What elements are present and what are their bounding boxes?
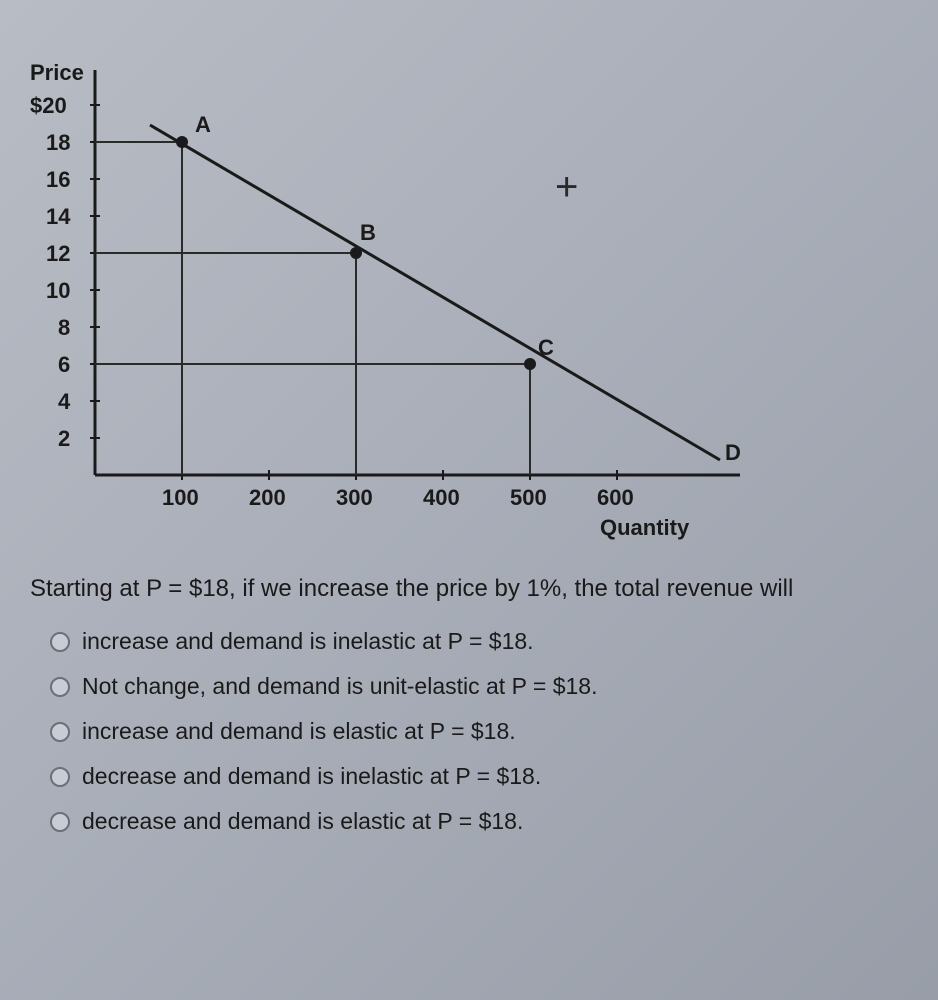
radio-icon[interactable] [50,632,70,652]
option-text: increase and demand is inelastic at P = … [82,628,534,655]
option-row[interactable]: increase and demand is elastic at P = $1… [50,718,898,745]
x-tick: 200 [249,485,286,511]
option-row[interactable]: increase and demand is inelastic at P = … [50,628,898,655]
radio-icon[interactable] [50,722,70,742]
question-block: Starting at P = $18, if we increase the … [20,570,918,835]
x-tick: 100 [162,485,199,511]
x-tick: 400 [423,485,460,511]
point-label-d: D [725,440,741,466]
demand-chart: Price $20 18 16 14 12 10 8 6 4 2 [20,30,740,490]
x-axis-title: Quantity [600,515,689,541]
radio-icon[interactable] [50,767,70,787]
radio-icon[interactable] [50,677,70,697]
x-tick: 500 [510,485,547,511]
option-text: decrease and demand is inelastic at P = … [82,763,541,790]
option-text: Not change, and demand is unit-elastic a… [82,673,598,700]
option-row[interactable]: decrease and demand is inelastic at P = … [50,763,898,790]
option-text: increase and demand is elastic at P = $1… [82,718,516,745]
radio-icon[interactable] [50,812,70,832]
option-row[interactable]: Not change, and demand is unit-elastic a… [50,673,898,700]
question-prompt: Starting at P = $18, if we increase the … [30,570,898,608]
options-list: increase and demand is inelastic at P = … [50,628,898,835]
option-text: decrease and demand is elastic at P = $1… [82,808,523,835]
option-row[interactable]: decrease and demand is elastic at P = $1… [50,808,898,835]
point-label-b: B [360,220,376,246]
point-label-c: C [538,335,554,361]
x-tick: 600 [597,485,634,511]
point-label-a: A [195,112,211,138]
x-tick: 300 [336,485,373,511]
